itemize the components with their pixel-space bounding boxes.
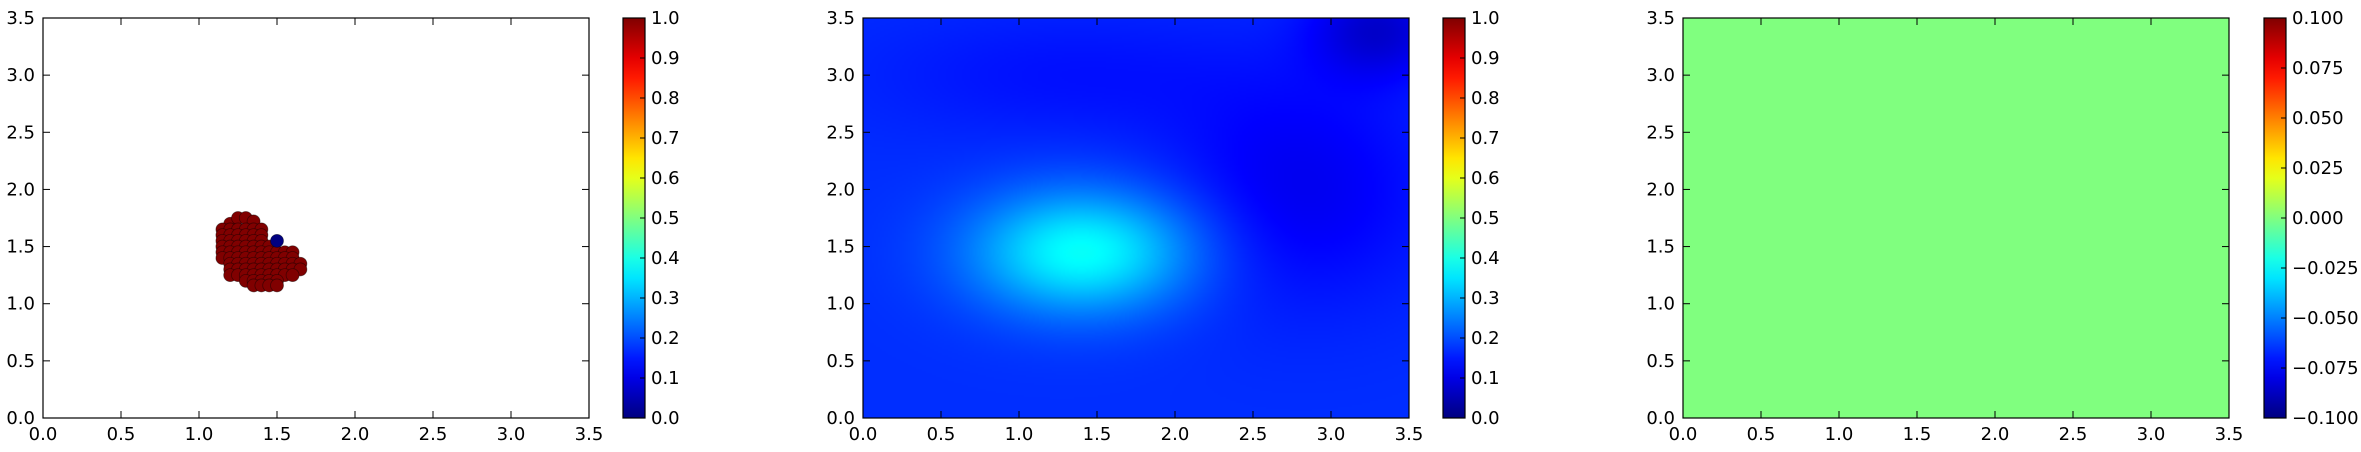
axes-frame: [1682, 17, 2230, 419]
scatter-point: [285, 268, 300, 283]
y-tick-label: 2.0: [826, 179, 855, 200]
axes-frame: [862, 17, 1410, 419]
colorbar-tick-label: 0.025: [2292, 158, 2344, 179]
x-tick-label: 2.0: [341, 424, 370, 445]
y-tick-label: 3.0: [826, 65, 855, 86]
y-tick-label: 2.5: [6, 122, 35, 143]
chart-panel-1: 0.0 0.5 1.0 1.5 2.0 2.5 3.0 3.5 0.0 0.5 1.0 1.5 2.0 2…: [6, 8, 679, 445]
colorbar-tick-label: 0.9: [651, 48, 680, 69]
plot-area: [43, 18, 589, 418]
colorbar-tick-label: 0.100: [2292, 8, 2344, 29]
colorbar-tick-label: 0.7: [1471, 128, 1500, 149]
colorbar-tick-label: 0.075: [2292, 58, 2344, 79]
colorbar-tick-label: −0.050: [2292, 308, 2359, 329]
colorbar-tick-label: 0.5: [1471, 208, 1500, 229]
colorbar-tick-label: −0.025: [2292, 258, 2359, 279]
y-tick-label: 3.5: [826, 8, 855, 29]
colorbar-tick-label: 0.8: [1471, 88, 1500, 109]
colorbar-tick-label: 0.2: [651, 328, 680, 349]
y-tick-label: 0.0: [6, 408, 35, 429]
x-tick-label: 0.5: [927, 424, 956, 445]
x-tick-label: 3.0: [497, 424, 526, 445]
x-tick-label: 2.5: [419, 424, 448, 445]
x-tick-label: 0.0: [849, 424, 878, 445]
axes-frame: [42, 17, 590, 419]
colorbar-tick-label: 0.7: [651, 128, 680, 149]
colorbar-tick-label: 0.3: [651, 288, 680, 309]
y-tick-label: 2.0: [1646, 179, 1675, 200]
y-tick-label: 3.0: [6, 65, 35, 86]
x-tick-label: 1.0: [185, 424, 214, 445]
y-tick-label: 1.5: [826, 237, 855, 258]
x-tick-label: 0.5: [1747, 424, 1776, 445]
colorbar-tick-label: 0.1: [1471, 368, 1500, 389]
heatmap-field: [1683, 18, 2229, 418]
x-tick-label: 2.5: [1239, 424, 1268, 445]
colorbar-tick-label: −0.100: [2292, 408, 2359, 429]
x-tick-label: 0.0: [1669, 424, 1698, 445]
x-tick-label: 3.5: [2215, 424, 2244, 445]
x-tick-label: 1.0: [1825, 424, 1854, 445]
y-tick-label: 0.0: [826, 408, 855, 429]
y-tick-label: 0.5: [6, 351, 35, 372]
chart-panel-3: 0.0 0.5 1.0 1.5 2.0 2.5 3.0 3.5 0.0 0.5 1.0 1.5 2.0 2…: [1646, 8, 2358, 445]
y-tick-label: 2.5: [826, 122, 855, 143]
colorbar-tick-label: 1.0: [1471, 8, 1500, 29]
colorbar-tick-label: 0.4: [1471, 248, 1500, 269]
x-tick-label: 3.5: [1395, 424, 1424, 445]
x-tick-label: 0.0: [29, 424, 58, 445]
y-tick-label: 0.5: [826, 351, 855, 372]
colorbar-tick-label: 0.1: [651, 368, 680, 389]
colorbar-tick-label: 0.3: [1471, 288, 1500, 309]
y-tick-label: 1.0: [1646, 294, 1675, 315]
y-tick-label: 1.0: [6, 294, 35, 315]
colorbar-tick-label: 0.2: [1471, 328, 1500, 349]
x-tick-label: 0.5: [107, 424, 136, 445]
colorbar-tick-label: −0.075: [2292, 358, 2359, 379]
colorbar-tick-label: 1.0: [651, 8, 680, 29]
colorbar-tick-label: 0.5: [651, 208, 680, 229]
scatter-point: [270, 278, 284, 293]
x-tick-label: 2.5: [2059, 424, 2088, 445]
x-tick-label: 3.0: [1317, 424, 1346, 445]
y-tick-label: 2.0: [6, 179, 35, 200]
colorbar-tick-label: 0.6: [1471, 168, 1500, 189]
x-tick-label: 3.0: [2137, 424, 2166, 445]
y-tick-label: 3.5: [6, 8, 35, 29]
colorbar-tick-label: 0.0: [651, 408, 680, 429]
chart-panel-2: 0.0 0.5 1.0 1.5 2.0 2.5 3.0 3.5 0.0 0.5 1.0 1.5 2.0 2…: [826, 8, 1499, 445]
y-tick-label: 1.5: [6, 237, 35, 258]
colorbar-tick-label: 0.8: [651, 88, 680, 109]
y-tick-label: 3.0: [1646, 65, 1675, 86]
x-tick-label: 2.0: [1981, 424, 2010, 445]
y-tick-label: 0.0: [1646, 408, 1675, 429]
y-tick-label: 1.0: [826, 294, 855, 315]
colorbar-tick-label: 0.6: [651, 168, 680, 189]
y-tick-label: 0.5: [1646, 351, 1675, 372]
x-tick-label: 1.5: [1083, 424, 1112, 445]
scatter-point: [270, 233, 284, 248]
y-tick-label: 3.5: [1646, 8, 1675, 29]
x-tick-label: 1.5: [263, 424, 292, 445]
colorbar-tick-label: 0.050: [2292, 108, 2344, 129]
x-tick-label: 2.0: [1161, 424, 1190, 445]
colorbar-tick-label: 0.000: [2292, 208, 2344, 229]
y-tick-label: 2.5: [1646, 122, 1675, 143]
x-tick-label: 1.0: [1005, 424, 1034, 445]
x-tick-label: 3.5: [575, 424, 604, 445]
heatmap-field: [863, 18, 1409, 418]
colorbar-tick-label: 0.4: [651, 248, 680, 269]
x-tick-label: 1.5: [1903, 424, 1932, 445]
colorbar-tick-label: 0.0: [1471, 408, 1500, 429]
colorbar-tick-label: 0.9: [1471, 48, 1500, 69]
y-tick-label: 1.5: [1646, 237, 1675, 258]
